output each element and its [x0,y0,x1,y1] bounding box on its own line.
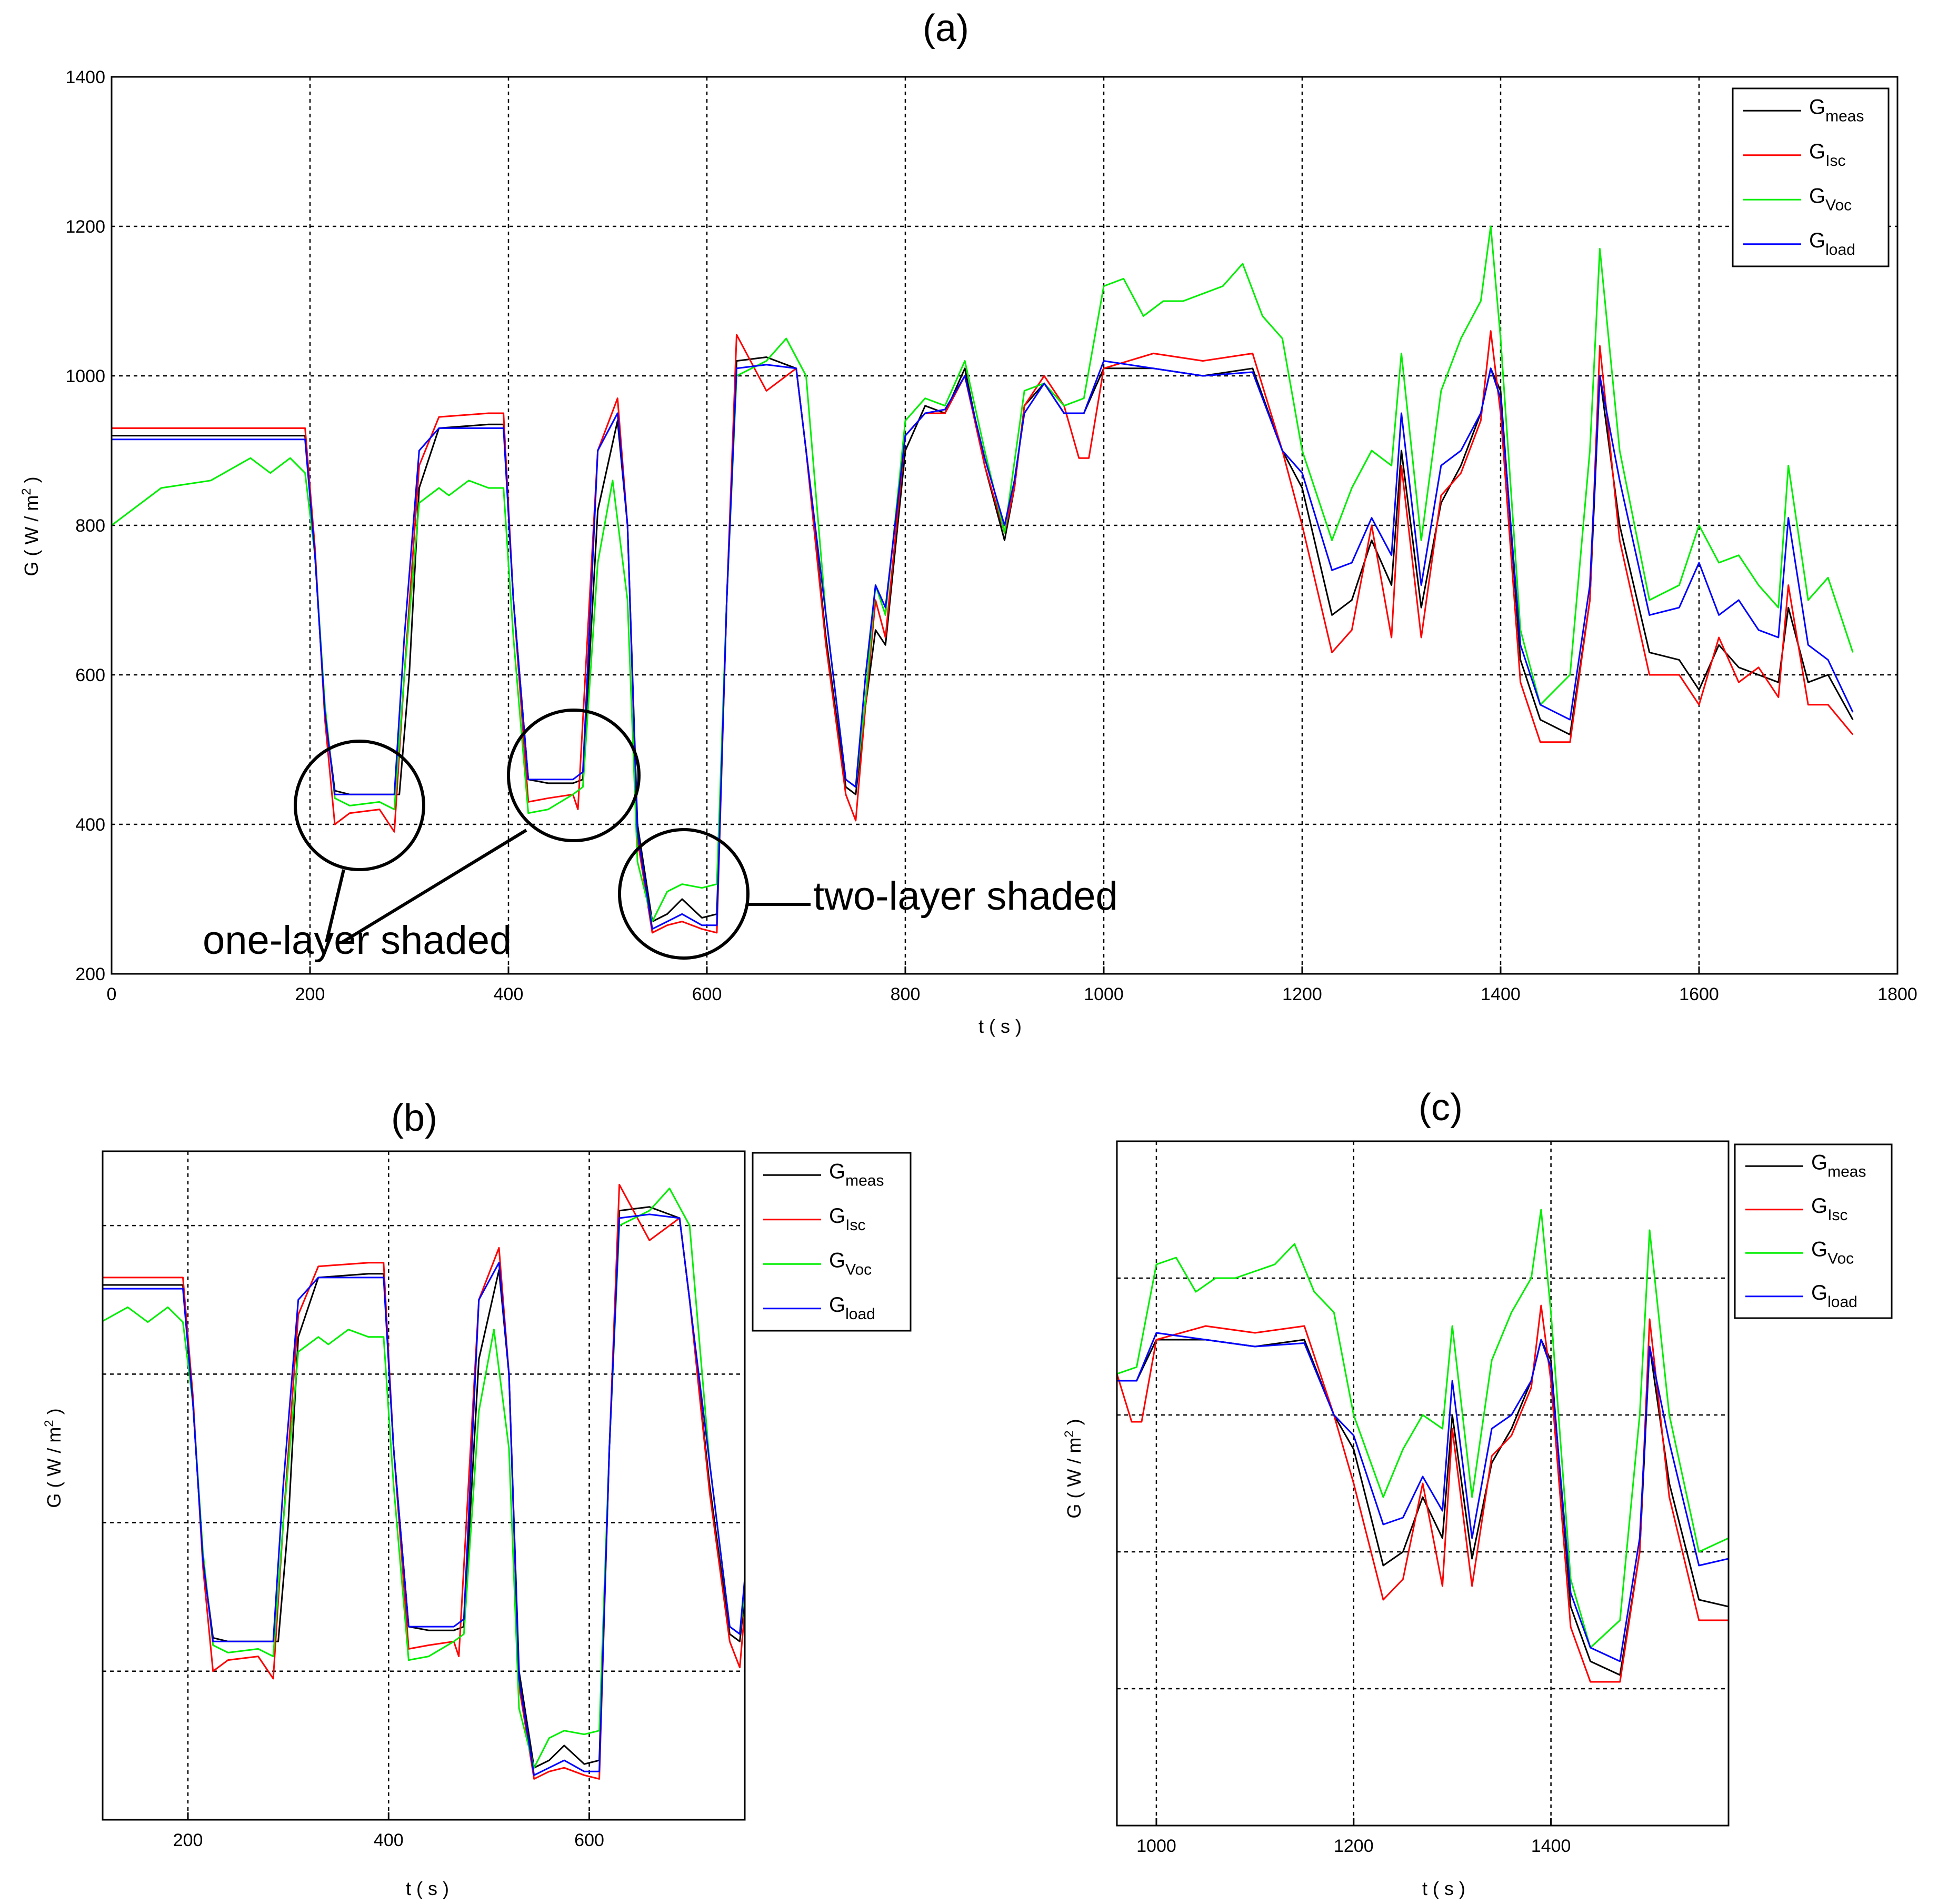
x-tick-label: 600 [574,1830,604,1850]
x-tick-label: 800 [891,984,921,1004]
series-line-gload [1117,1332,1729,1662]
series-line-gvoc [112,225,1854,923]
shading-annotations: one-layer shaded two-layer shaded [203,709,1118,963]
pointer-one-layer-2 [341,829,527,944]
panel-a-title: (a) [923,7,969,49]
x-tick-label: 1200 [1334,1836,1374,1856]
series-line-gisc [1117,1304,1729,1683]
panel-a: 0 200 400 600 800 1000 1200 1400 1600 18002004006… [19,67,1917,1037]
legend-label-voc: GVoc [1809,184,1852,214]
legend-label-load: Gload [829,1293,875,1323]
y-tick-label: 600 [75,665,105,685]
x-tick-label: 0 [107,984,117,1004]
panel-c-plot-area [1117,1209,1729,1683]
panel-a-plot-area [112,225,1854,934]
x-tick-label: 600 [692,984,722,1004]
panel-b-plot-area [103,1184,745,1780]
legend-label-isc: GIsc [1811,1194,1847,1224]
pointer-one-layer-1 [325,869,345,943]
panel-c: 1000 1200 1400 t ( s ) G ( W / m2 ) GmeasG… [1062,1140,1893,1899]
legend-label-voc: GVoc [829,1249,872,1278]
legend-label-meas: Gmeas [1811,1151,1866,1180]
y-tick-label: 200 [75,964,105,984]
x-tick-label: 1600 [1679,984,1719,1004]
y-tick-label: 400 [75,815,105,835]
y-tick-label: 1200 [65,217,105,237]
x-tick-label: 1000 [1136,1836,1176,1856]
series-line-gvoc [1117,1209,1729,1649]
x-tick-label: 1400 [1481,984,1521,1004]
y-tick-label: 800 [75,516,105,536]
x-tick-label: 1800 [1877,984,1917,1004]
panel-c-legend: Gmeas GIsc GVoc Gload [1734,1143,1893,1319]
panel-c-ylabel: G ( W / m2 ) [1062,1419,1085,1518]
x-tick-label: 1200 [1282,984,1322,1004]
panel-a-xlabel: t ( s ) [978,1015,1022,1037]
legend-label-isc: GIsc [829,1204,865,1234]
series-line-gload [112,360,1854,930]
series-line-gmeas [1117,1339,1729,1676]
legend-label-isc: GIsc [1809,140,1845,170]
series-line-gload [103,1213,745,1776]
series-line-gvoc [103,1188,745,1769]
circle-two-layer [618,828,750,960]
panel-a-frame [111,76,1899,975]
panel-a-legend: Gmeas GIsc GVoc Gload [1732,87,1890,267]
panel-a-ticks: 0 200 400 600 800 1000 1200 1400 1600 18002004006… [65,67,1917,1004]
legend-box [752,1152,912,1332]
panel-c-grid [1117,1141,1729,1826]
x-tick-label: 200 [295,984,325,1004]
x-tick-label: 200 [173,1830,203,1850]
annotation-one-layer: one-layer shaded [203,918,512,963]
legend-box [1732,87,1890,267]
panel-b-ylabel: G ( W / m2 ) [42,1408,65,1508]
panel-c-frame [1116,1140,1730,1827]
legend-label-load: Gload [1811,1281,1857,1311]
x-tick-label: 400 [374,1830,404,1850]
panel-a-ylabel: G ( W / m2 ) [19,476,42,576]
legend-box [1734,1143,1893,1319]
circle-one-layer-2 [507,709,641,842]
panel-b-ticks: 200 400 600 [173,1812,604,1850]
panel-b-grid [103,1151,745,1820]
legend-label-meas: Gmeas [829,1160,884,1189]
annotation-two-layer: two-layer shaded [813,874,1118,919]
x-tick-label: 1000 [1084,984,1124,1004]
y-tick-label: 1000 [65,366,105,386]
panel-c-title: (c) [1418,1086,1463,1129]
x-tick-label: 400 [494,984,524,1004]
legend-label-meas: Gmeas [1809,95,1864,125]
panel-b-legend: Gmeas GIsc GVoc Gload [752,1152,912,1332]
panel-c-xlabel: t ( s ) [1422,1878,1465,1899]
x-tick-label: 1400 [1531,1836,1571,1856]
legend-label-load: Gload [1809,229,1855,258]
y-tick-label: 1400 [65,67,105,87]
panel-b-title: (b) [391,1097,437,1139]
panel-b: 200 400 600 t ( s ) G ( W / m2 ) Gmeas GIsc… [42,1150,912,1899]
legend-label-voc: GVoc [1811,1238,1854,1267]
panel-b-frame [102,1150,746,1821]
circle-one-layer-1 [294,740,425,871]
panel-b-xlabel: t ( s ) [406,1878,449,1899]
panel-c-ticks: 1000 1200 1400 [1136,1818,1571,1856]
